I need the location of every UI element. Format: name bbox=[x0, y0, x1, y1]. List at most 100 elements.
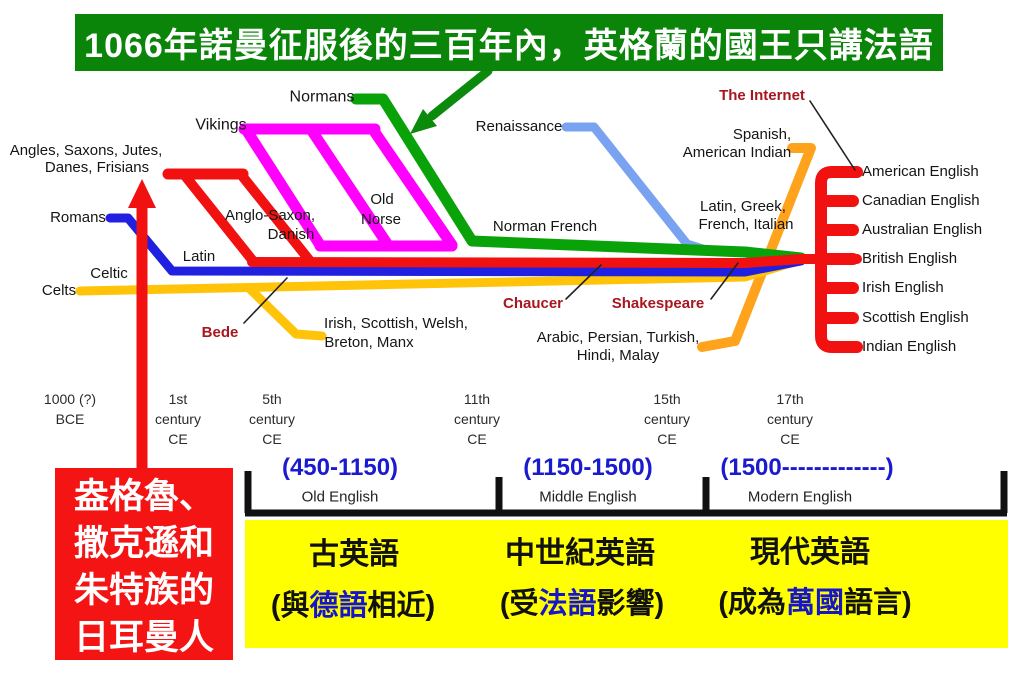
label-latin: Latin bbox=[182, 248, 216, 266]
label-scottish-english: Scottish English bbox=[862, 309, 969, 327]
summary-sub-highlight: 德語 bbox=[309, 590, 368, 622]
tick-line: century bbox=[249, 411, 295, 427]
pointer-line-shakespeare bbox=[710, 262, 739, 300]
tick-1000-bce: 1000 (?) BCE bbox=[44, 389, 96, 429]
green-arrow-head bbox=[410, 109, 437, 134]
summary-title-modern-english: 現代英語 bbox=[750, 536, 870, 569]
tick-1st-century: 1st century CE bbox=[155, 389, 201, 449]
label-latin-greek-line1: Latin, Greek, bbox=[700, 198, 786, 216]
summary-sub-modern-english: (成為萬國語言) bbox=[718, 579, 911, 621]
tick-line: BCE bbox=[55, 411, 85, 427]
label-spanish-line2: American Indian bbox=[682, 144, 792, 162]
label-irish-scottish-line2: Breton, Manx bbox=[324, 334, 414, 352]
label-anglo-saxon-line1: Anglo-Saxon, bbox=[224, 207, 316, 225]
line-vikings-diag3-magenta bbox=[368, 125, 458, 251]
label-celts: Celts bbox=[41, 282, 77, 300]
english-variants-teeth-red bbox=[815, 195, 859, 324]
label-british-english: British English bbox=[862, 250, 958, 268]
red-callout-box: 盎格魯、 撒克遜和 朱特族的 日耳曼人 bbox=[55, 468, 233, 660]
tick-line: century bbox=[644, 411, 690, 427]
label-vikings: Vikings bbox=[195, 116, 247, 134]
label-angles-line1: Angles, Saxons, Jutes, bbox=[9, 142, 163, 160]
label-angles-line2: Danes, Frisians bbox=[44, 159, 150, 177]
tick-line: CE bbox=[657, 431, 677, 447]
label-latin-greek-line2: French, Italian bbox=[698, 216, 794, 234]
label-shakespeare: Shakespeare bbox=[611, 295, 705, 313]
period-name-old-english: Old English bbox=[301, 488, 379, 506]
tick-line: 5th bbox=[262, 391, 282, 407]
label-the-internet: The Internet bbox=[719, 87, 805, 105]
red-callout-line: 日耳曼人 bbox=[73, 618, 214, 657]
label-old-norse-line2: Norse bbox=[360, 211, 402, 229]
tick-line: CE bbox=[467, 431, 487, 447]
red-arrow-head bbox=[128, 179, 156, 208]
summary-sub-post: 影響) bbox=[596, 588, 665, 620]
tick-line: 11th bbox=[463, 391, 491, 407]
pointer-line-chaucer bbox=[565, 264, 602, 300]
tick-line: CE bbox=[262, 431, 282, 447]
tick-line: CE bbox=[780, 431, 800, 447]
period-range-old-english: (450-1150) bbox=[281, 454, 399, 481]
summary-sub-pre: (與 bbox=[270, 590, 310, 622]
label-arabic-line2: Hindi, Malay bbox=[576, 347, 660, 365]
tick-line: century bbox=[454, 411, 500, 427]
label-old-norse-line1: Old bbox=[370, 191, 394, 209]
summary-sub-post: 相近) bbox=[367, 590, 436, 622]
summary-title-middle-english: 中世紀英語 bbox=[505, 537, 655, 570]
line-english-main-red bbox=[247, 254, 862, 268]
tick-line: century bbox=[155, 411, 201, 427]
label-irish-english: Irish English bbox=[862, 279, 944, 297]
red-callout-line: 盎格魯、 bbox=[73, 477, 214, 516]
line-normans-green bbox=[350, 93, 807, 264]
period-bracket-ticks bbox=[244, 471, 1008, 513]
period-name-middle-english: Middle English bbox=[539, 488, 637, 506]
tick-17th-century: 17th century CE bbox=[767, 389, 813, 449]
green-arrow-shaft bbox=[427, 66, 493, 121]
tick-5th-century: 5th century CE bbox=[249, 389, 295, 449]
green-callout-banner: 1066年諾曼征服後的三百年內，英格蘭的國王只講法語 bbox=[75, 14, 943, 71]
label-romans: Romans bbox=[50, 209, 106, 227]
label-indian-english: Indian English bbox=[862, 338, 957, 356]
line-vikings-diag2-magenta bbox=[306, 125, 394, 251]
line-romans-latin-blue bbox=[105, 213, 806, 277]
period-range-modern-english: (1500-------------) bbox=[720, 454, 894, 481]
summary-sub-highlight: 萬國 bbox=[785, 587, 845, 619]
red-callout-line: 朱特族的 bbox=[73, 571, 214, 610]
line-angles-diag1-red bbox=[181, 172, 258, 266]
tick-line: 15th bbox=[653, 391, 681, 407]
tick-15th-century: 15th century CE bbox=[644, 389, 690, 449]
tick-line: century bbox=[767, 411, 813, 427]
label-renaissance: Renaissance bbox=[475, 118, 563, 136]
tick-line: 1000 (?) bbox=[43, 391, 97, 407]
pointer-line-bede bbox=[243, 277, 288, 324]
label-american-english: American English bbox=[862, 163, 979, 181]
label-canadian-english: Canadian English bbox=[862, 192, 980, 210]
summary-sub-post: 語言) bbox=[844, 587, 912, 619]
label-australian-english: Australian English bbox=[862, 221, 983, 239]
period-range-middle-english: (1150-1500) bbox=[523, 454, 653, 481]
label-normans: Normans bbox=[289, 88, 355, 106]
label-arabic-line1: Arabic, Persian, Turkish, bbox=[536, 329, 700, 347]
tick-11th-century: 11th century CE bbox=[454, 389, 500, 449]
label-anglo-saxon-line2: Danish bbox=[267, 226, 315, 244]
label-celtic: Celtic bbox=[90, 265, 128, 283]
summary-sub-pre: (成為 bbox=[718, 587, 786, 619]
summary-sub-highlight: 法語 bbox=[538, 588, 597, 620]
summary-sub-pre: (受 bbox=[499, 588, 539, 620]
label-chaucer: Chaucer bbox=[502, 295, 564, 313]
line-celtic-branch-yellow bbox=[245, 284, 327, 341]
label-irish-scottish-line1: Irish, Scottish, Welsh, bbox=[324, 315, 468, 333]
summary-sub-middle-english: (受法語影響) bbox=[500, 580, 664, 622]
summary-title-old-english: 古英語 bbox=[309, 538, 399, 571]
label-bede: Bede bbox=[201, 324, 239, 342]
pointer-line-internet bbox=[809, 100, 856, 171]
tick-line: 1st bbox=[168, 391, 188, 407]
summary-sub-old-english: (與德語相近) bbox=[271, 582, 435, 624]
summary-yellow-bar bbox=[245, 520, 1008, 648]
tick-line: CE bbox=[168, 431, 188, 447]
period-name-modern-english: Modern English bbox=[747, 488, 853, 506]
line-angles-diag2-red bbox=[238, 172, 315, 266]
label-spanish-line1: Spanish, bbox=[732, 126, 792, 144]
